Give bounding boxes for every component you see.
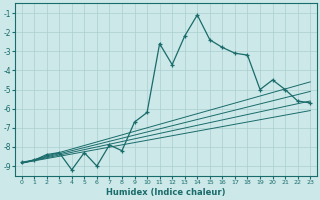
X-axis label: Humidex (Indice chaleur): Humidex (Indice chaleur) — [106, 188, 226, 197]
